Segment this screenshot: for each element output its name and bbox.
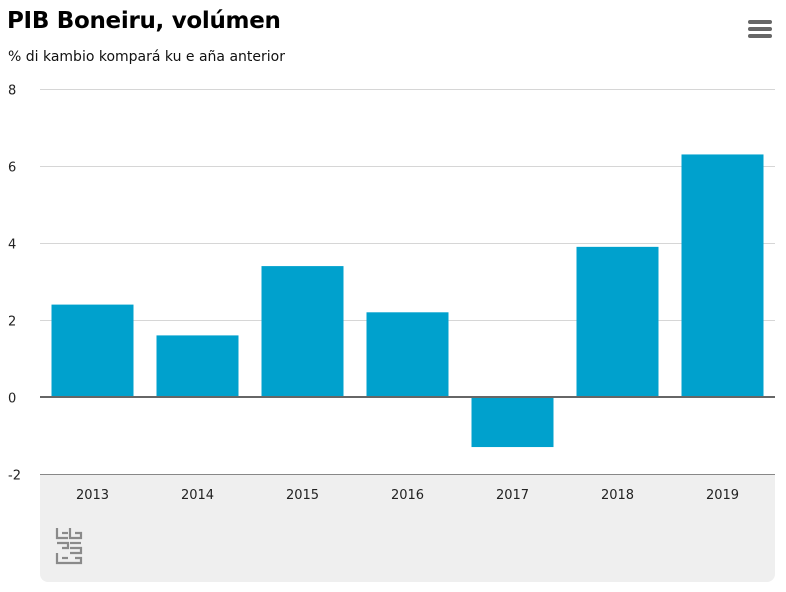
x-tick-label: 2018	[601, 488, 634, 503]
y-tick-label: 4	[8, 238, 16, 253]
y-tick-label: 6	[8, 161, 16, 176]
y-tick-label: 8	[8, 84, 16, 99]
bar-2018[interactable]	[576, 246, 659, 397]
y-axis-ticks: 8 6 4 2 0 -2	[8, 84, 21, 484]
footer-panel	[40, 474, 775, 582]
hamburger-menu-icon[interactable]	[742, 14, 776, 44]
menu-line	[748, 20, 772, 24]
x-tick-label: 2014	[181, 488, 214, 503]
chart-title: PIB Boneiru, volúmen	[7, 8, 281, 34]
y-tick-label: 2	[8, 315, 16, 330]
bars	[40, 154, 775, 475]
menu-line	[748, 27, 772, 31]
x-axis-ticks: 2013 2014 2015 2016 2017 2018 2019	[76, 488, 739, 503]
bar-2014[interactable]	[156, 335, 239, 397]
bar-2015[interactable]	[261, 266, 344, 397]
x-tick-label: 2016	[391, 488, 424, 503]
x-tick-label: 2013	[76, 488, 109, 503]
x-tick-label: 2017	[496, 488, 529, 503]
x-tick-label: 2015	[286, 488, 319, 503]
y-tick-label: 0	[8, 392, 16, 407]
cbs-logo-icon	[55, 528, 83, 565]
chart-subtitle: % di kambio kompará ku e aña anterior	[8, 49, 285, 65]
bar-2013[interactable]	[51, 304, 134, 397]
grid-lines	[40, 89, 775, 475]
x-tick-label: 2019	[706, 488, 739, 503]
y-tick-label: -2	[8, 469, 21, 484]
bar-2016[interactable]	[366, 312, 449, 397]
bar-2019[interactable]	[681, 154, 764, 397]
menu-line	[748, 34, 772, 38]
bar-2017[interactable]	[471, 397, 554, 448]
